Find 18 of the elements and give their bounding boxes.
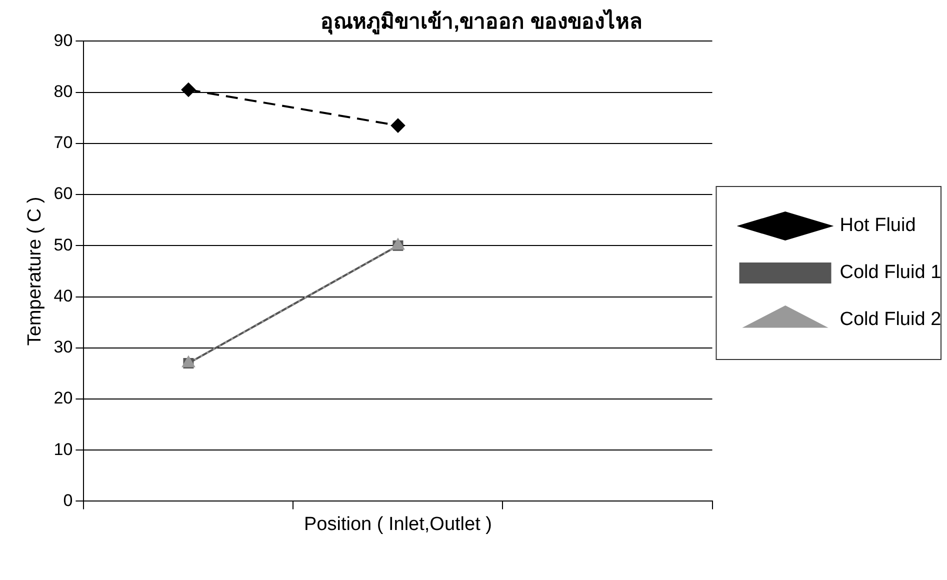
y-tick-label: 70	[54, 133, 73, 152]
y-tick-label: 20	[54, 388, 73, 408]
y-tick-label: 50	[54, 235, 73, 254]
y-tick-label: 0	[63, 490, 73, 510]
legend-label: Cold Fluid 1	[840, 262, 942, 284]
y-tick-label: 30	[54, 338, 73, 357]
y-axis-title: Temperature ( C )	[24, 196, 46, 346]
legend-label: Hot Fluid	[840, 215, 916, 236]
y-tick-label: 10	[54, 440, 73, 459]
y-tick-label: 90	[54, 30, 73, 50]
chart-title: อุณหภูมิขาเข้า,ขาออก ของของไหล	[320, 8, 642, 36]
legend-label: Cold Fluid 2	[840, 309, 942, 330]
x-axis-title: Position ( Inlet,Outlet )	[304, 514, 492, 535]
point	[390, 118, 405, 133]
y-tick-label: 80	[54, 82, 73, 101]
y-tick-label: 60	[54, 184, 73, 204]
point	[181, 82, 196, 97]
y-tick-label: 40	[54, 286, 73, 306]
